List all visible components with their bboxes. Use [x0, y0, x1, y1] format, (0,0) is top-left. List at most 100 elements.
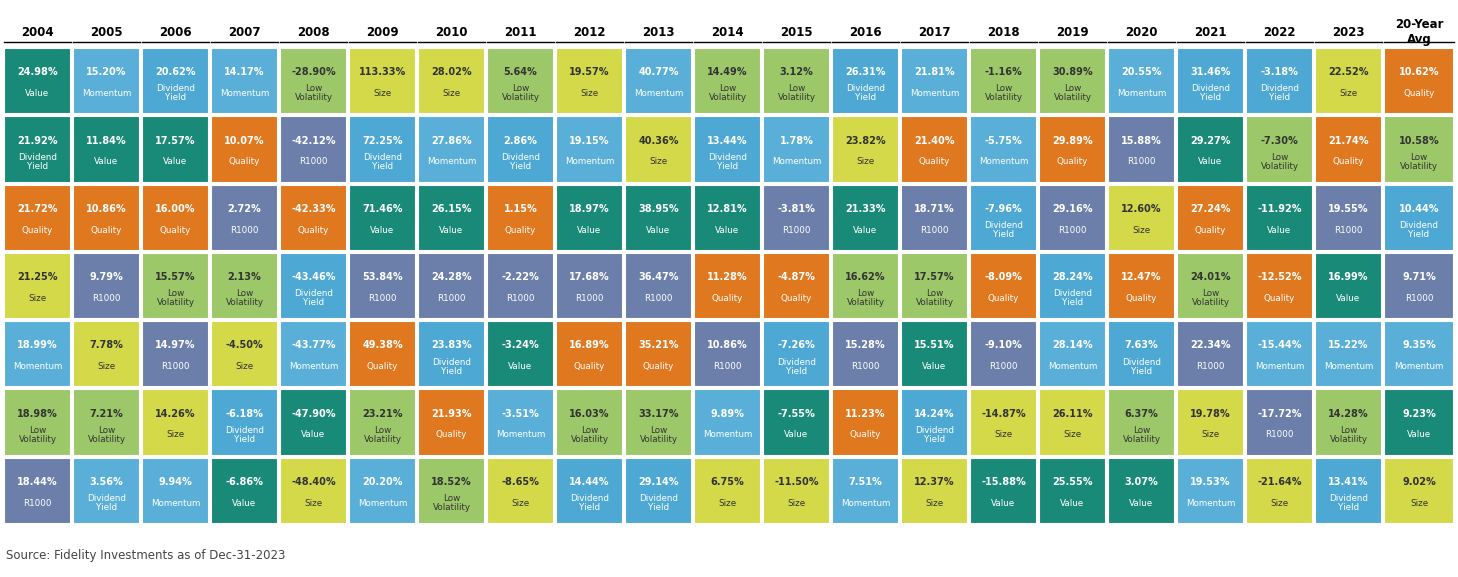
Text: 26.11%: 26.11% [1053, 409, 1092, 419]
Text: R1000: R1000 [1266, 430, 1293, 439]
Text: Momentum: Momentum [220, 89, 270, 98]
Bar [280, 389, 347, 456]
Text: Size: Size [994, 430, 1012, 439]
Text: R1000: R1000 [1334, 226, 1363, 234]
Bar [1177, 253, 1244, 319]
Bar [348, 321, 416, 387]
Text: -5.75%: -5.75% [984, 136, 1022, 145]
Text: Value: Value [509, 362, 532, 371]
Bar [73, 458, 140, 524]
Text: 14.24%: 14.24% [914, 409, 955, 419]
Bar [1040, 48, 1107, 114]
Text: Momentum: Momentum [841, 499, 891, 508]
Bar [694, 117, 761, 182]
Text: -4.50%: -4.50% [226, 340, 264, 350]
Text: Dividend
Yield: Dividend Yield [1330, 494, 1368, 512]
Text: Momentum: Momentum [496, 430, 545, 439]
Text: Momentum: Momentum [1048, 362, 1098, 371]
Text: Source: Fidelity Investments as of Dec-31-2023: Source: Fidelity Investments as of Dec-3… [6, 549, 286, 561]
Bar [348, 185, 416, 251]
Text: 2007: 2007 [229, 25, 261, 39]
Bar [4, 185, 71, 251]
Bar [1040, 185, 1107, 251]
Text: Dividend
Yield: Dividend Yield [709, 153, 746, 171]
Text: 29.89%: 29.89% [1053, 136, 1094, 145]
Text: -17.72%: -17.72% [1257, 409, 1302, 419]
Bar [1108, 389, 1175, 456]
Bar [1177, 389, 1244, 456]
Text: Value: Value [370, 226, 395, 234]
Bar [1040, 389, 1107, 456]
Text: -43.46%: -43.46% [292, 272, 335, 282]
Text: 2022: 2022 [1263, 25, 1296, 39]
Bar [280, 321, 347, 387]
Bar [418, 253, 486, 319]
Text: 2011: 2011 [504, 25, 537, 39]
Bar [970, 321, 1037, 387]
Text: Value: Value [25, 89, 50, 98]
Text: Quality: Quality [1196, 226, 1226, 234]
Bar [763, 389, 830, 456]
Text: Low
Volatility: Low Volatility [709, 84, 746, 103]
Bar [555, 321, 623, 387]
Bar [625, 389, 693, 456]
Text: Quality: Quality [436, 430, 467, 439]
Text: Low
Volatility: Low Volatility [570, 426, 608, 444]
Text: Value: Value [1267, 226, 1292, 234]
Bar [763, 253, 830, 319]
Bar [1040, 458, 1107, 524]
Bar [280, 185, 347, 251]
Text: Quality: Quality [504, 226, 537, 234]
Bar [1315, 458, 1382, 524]
Text: Low
Volatility: Low Volatility [433, 494, 471, 512]
Text: 10.86%: 10.86% [707, 340, 748, 350]
Text: 11.28%: 11.28% [707, 272, 748, 282]
Text: Dividend
Yield: Dividend Yield [87, 494, 125, 512]
Text: 2017: 2017 [919, 25, 951, 39]
Bar [280, 458, 347, 524]
Text: Low
Volatility: Low Volatility [19, 426, 57, 444]
Text: 15.22%: 15.22% [1328, 340, 1369, 350]
Bar [970, 185, 1037, 251]
Text: 20-Year
Avg: 20-Year Avg [1395, 18, 1443, 46]
Text: 9.23%: 9.23% [1403, 409, 1436, 419]
Text: 9.02%: 9.02% [1403, 477, 1436, 487]
Bar [487, 389, 554, 456]
Text: 14.97%: 14.97% [155, 340, 195, 350]
Text: Quality: Quality [643, 362, 674, 371]
Text: 19.15%: 19.15% [569, 136, 609, 145]
Bar [625, 117, 693, 182]
Bar [1384, 389, 1454, 456]
Text: Value: Value [1130, 499, 1153, 508]
Text: 29.14%: 29.14% [639, 477, 679, 487]
Bar [970, 117, 1037, 182]
Text: Value: Value [716, 226, 739, 234]
Text: Low
Volatility: Low Volatility [1330, 426, 1368, 444]
Bar [141, 321, 208, 387]
Text: Quality: Quality [574, 362, 605, 371]
Text: Momentum: Momentum [357, 499, 407, 508]
Bar [763, 321, 830, 387]
Bar [211, 117, 278, 182]
Text: Quality: Quality [22, 226, 52, 234]
Text: R1000: R1000 [1196, 362, 1225, 371]
Bar [348, 253, 416, 319]
Text: 2016: 2016 [849, 25, 882, 39]
Text: -3.24%: -3.24% [502, 340, 539, 350]
Bar [141, 48, 208, 114]
Text: Value: Value [302, 430, 325, 439]
Text: 6.75%: 6.75% [710, 477, 745, 487]
Text: 10.44%: 10.44% [1398, 204, 1439, 214]
Text: Dividend
Yield: Dividend Yield [1191, 84, 1231, 103]
Text: 23.21%: 23.21% [362, 409, 402, 419]
Text: 21.72%: 21.72% [17, 204, 58, 214]
Text: Dividend
Yield: Dividend Yield [570, 494, 609, 512]
Bar [833, 321, 900, 387]
Text: Dividend
Yield: Dividend Yield [432, 358, 471, 376]
Text: 21.25%: 21.25% [17, 272, 58, 282]
Text: 27.24%: 27.24% [1190, 204, 1231, 214]
Text: 26.15%: 26.15% [432, 204, 472, 214]
Bar [763, 185, 830, 251]
Bar [1177, 48, 1244, 114]
Text: -6.86%: -6.86% [226, 477, 264, 487]
